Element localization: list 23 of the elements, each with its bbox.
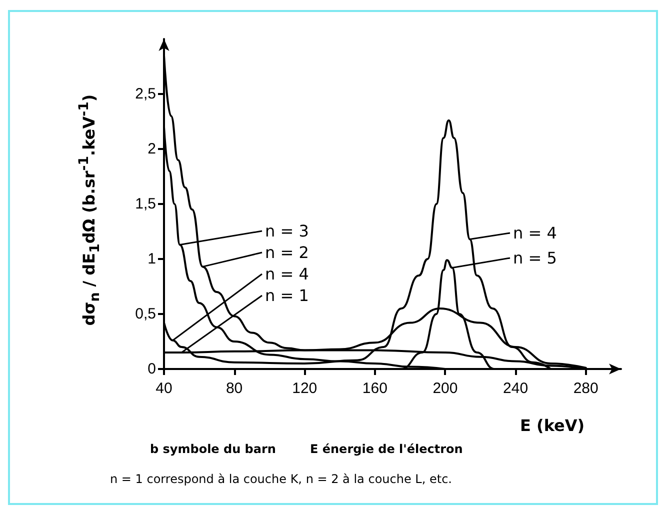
y-tick-label: 2,5 bbox=[135, 86, 156, 102]
y-tick-label: 0 bbox=[148, 360, 156, 378]
annotation: n = 3 bbox=[265, 222, 309, 240]
annotation: n = 4 bbox=[265, 264, 309, 284]
text: b symbole du barn bbox=[150, 442, 276, 456]
text: E énergie de l'électron bbox=[310, 442, 463, 456]
annotation: n = 2 bbox=[265, 243, 309, 262]
x-tick-label: 80 bbox=[226, 380, 243, 397]
text: n = 1 correspond à la couche K, n = 2 à la couche L, etc. bbox=[110, 472, 452, 486]
annotation: n = 4 bbox=[513, 224, 557, 242]
y-tick-label: 0,5 bbox=[135, 306, 156, 322]
annotation: n = 5 bbox=[513, 248, 557, 268]
x-tick-label: 240 bbox=[503, 380, 528, 397]
x-tick-label: 120 bbox=[292, 380, 318, 397]
x-tick-label: 280 bbox=[573, 380, 598, 397]
y-tick-label: 1,5 bbox=[135, 196, 156, 212]
x-tick-label: 160 bbox=[362, 380, 388, 397]
x-tick-label: 200 bbox=[432, 380, 458, 397]
x-axis-title: E (keV) bbox=[520, 416, 585, 435]
y-tick-label: 2 bbox=[148, 140, 156, 158]
annotation: n = 1 bbox=[265, 286, 309, 305]
x-tick-label: 40 bbox=[156, 380, 172, 397]
y-tick-label: 1 bbox=[148, 250, 156, 268]
